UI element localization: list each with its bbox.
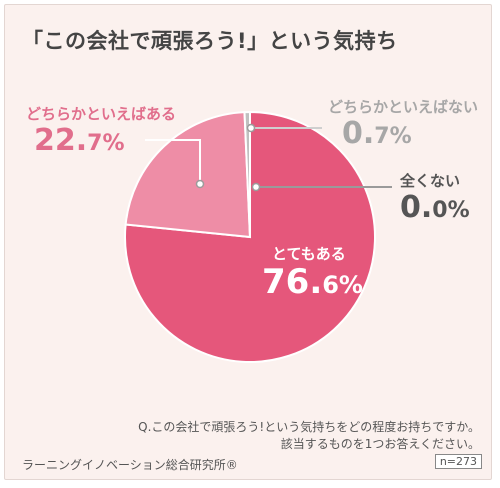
- slice-category: とてもある: [272, 245, 346, 263]
- leader-dot-somewhat-yes: [195, 179, 205, 189]
- slice-value: 0.7%: [342, 116, 412, 151]
- chart-title: 「この会社で頑張ろう!」という気持ち: [22, 29, 398, 53]
- leader-lines: [145, 123, 392, 192]
- source-credit: ラーニングイノベーション総合研究所®: [22, 458, 238, 472]
- leader-line-somewhat-yes: [145, 139, 201, 184]
- leader-dot-not-at-all: [251, 182, 261, 192]
- slice-category: 全くない: [400, 172, 461, 190]
- slice-label-not-at-all: 全くない 0.0%: [400, 170, 470, 224]
- slice-value: 22.7%: [34, 123, 125, 158]
- slice-category: どちらかといえばある: [26, 105, 177, 123]
- pie-slices: [124, 110, 376, 363]
- slice-label-very-much: とてもある 76.6%: [262, 243, 363, 301]
- survey-question: Q.この会社で頑張ろう!という気持ちをどの程度お持ちですか。 該当するものを1つ…: [138, 420, 480, 451]
- slice-somewhat-yes: [124, 111, 252, 239]
- slice-category: どちらかといえばない: [328, 98, 479, 116]
- slice-somewhat-no: [243, 110, 251, 238]
- slice-label-somewhat-no: どちらかといえばない 0.7%: [328, 96, 478, 150]
- slice-label-somewhat-yes: どちらかといえばある 22.7%: [26, 103, 176, 157]
- sample-size-badge: n=273: [434, 454, 482, 469]
- leader-dot-somewhat-no: [246, 123, 256, 133]
- slice-value: 0.0%: [400, 190, 470, 225]
- slice-value: 76.6%: [262, 262, 363, 302]
